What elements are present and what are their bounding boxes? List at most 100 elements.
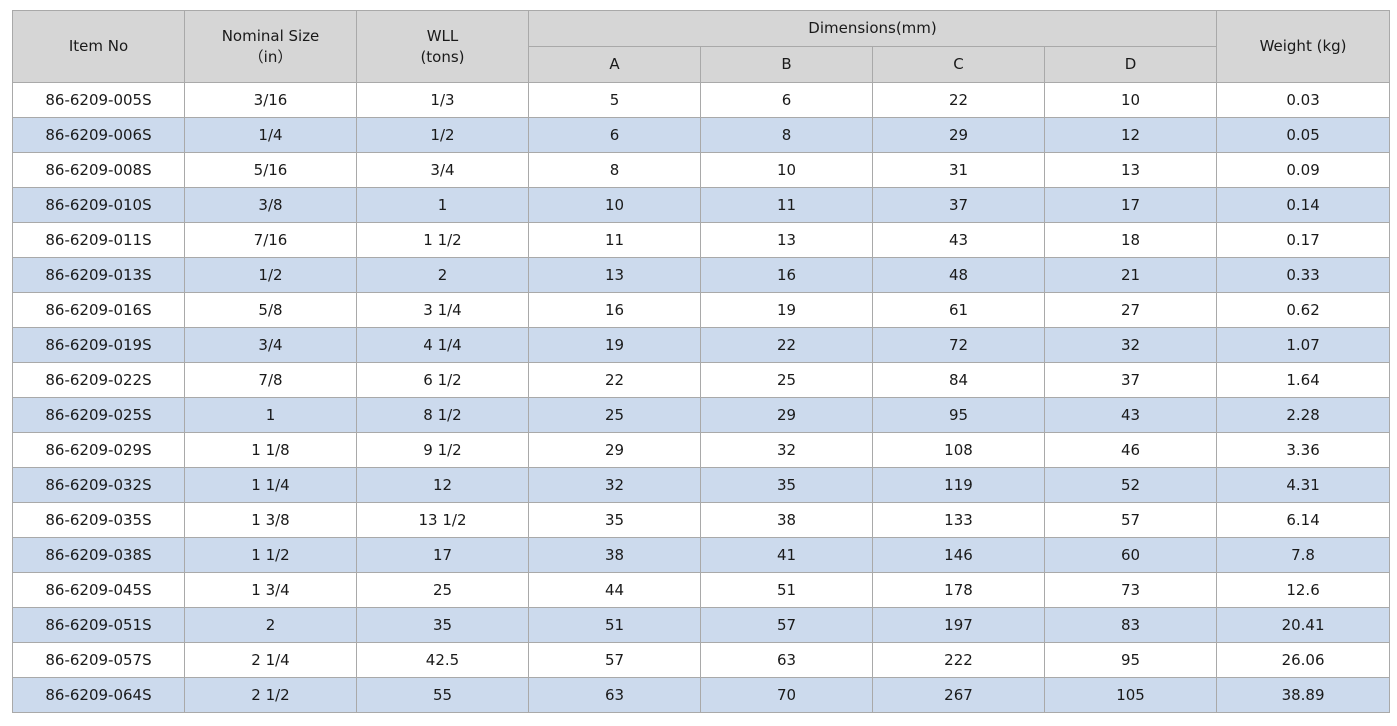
table-header: Item No Nominal Size （in） WLL (tons) Dim… [12, 10, 1391, 83]
cell-dim-c: 22 [872, 82, 1045, 118]
cell-item-no: 86-6209-011S [12, 222, 185, 258]
cell-wll: 2 [356, 257, 529, 293]
cell-dim-d: 10 [1043, 82, 1218, 118]
cell-dim-a: 5 [528, 82, 701, 118]
cell-dim-d: 17 [1043, 187, 1218, 223]
cell-nominal-size: 3/4 [184, 327, 357, 363]
table-body: 86-6209-005S 3/16 1/3 5 6 22 10 0.03 86-6209-006… [12, 82, 1391, 713]
cell-item-no: 86-6209-032S [12, 467, 185, 503]
cell-item-no: 86-6209-064S [12, 677, 185, 713]
cell-weight: 0.17 [1216, 222, 1391, 258]
table-row: 86-6209-032S 1 1/4 12 32 35 119 52 4.31 [12, 467, 1391, 503]
cell-nominal-size: 1 1/4 [184, 467, 357, 503]
cell-dim-a: 25 [528, 397, 701, 433]
cell-wll: 55 [356, 677, 529, 713]
cell-dim-d: 13 [1043, 152, 1218, 188]
table-row: 86-6209-045S 1 3/4 25 44 51 178 73 12.6 [12, 572, 1391, 608]
cell-weight: 12.6 [1216, 572, 1391, 608]
cell-dim-d: 83 [1043, 607, 1218, 643]
table-row: 86-6209-022S 7/8 6 1/2 22 25 84 37 1.64 [12, 362, 1391, 398]
cell-dim-c: 267 [872, 677, 1045, 713]
cell-nominal-size: 5/8 [184, 292, 357, 328]
cell-weight: 0.14 [1216, 187, 1391, 223]
cell-wll: 1 1/2 [356, 222, 529, 258]
cell-item-no: 86-6209-022S [12, 362, 185, 398]
cell-dim-c: 61 [872, 292, 1045, 328]
cell-nominal-size: 7/8 [184, 362, 357, 398]
cell-dim-d: 32 [1043, 327, 1218, 363]
cell-dim-c: 197 [872, 607, 1045, 643]
cell-wll: 6 1/2 [356, 362, 529, 398]
cell-dim-a: 16 [528, 292, 701, 328]
header-dimensions: Dimensions(mm) [527, 10, 1218, 47]
cell-dim-d: 37 [1043, 362, 1218, 398]
cell-dim-c: 119 [872, 467, 1045, 503]
cell-wll: 1/2 [356, 117, 529, 153]
cell-weight: 1.64 [1216, 362, 1391, 398]
cell-dim-c: 146 [872, 537, 1045, 573]
cell-nominal-size: 1 3/8 [184, 502, 357, 538]
cell-dim-a: 22 [528, 362, 701, 398]
header-dim-d: D [1043, 46, 1218, 83]
cell-dim-c: 108 [872, 432, 1045, 468]
cell-dim-b: 25 [700, 362, 873, 398]
cell-nominal-size: 2 1/4 [184, 642, 357, 678]
cell-nominal-size: 7/16 [184, 222, 357, 258]
cell-wll: 12 [356, 467, 529, 503]
cell-wll: 1/3 [356, 82, 529, 118]
cell-nominal-size: 1 1/2 [184, 537, 357, 573]
cell-item-no: 86-6209-057S [12, 642, 185, 678]
cell-wll: 3 1/4 [356, 292, 529, 328]
table-row: 86-6209-019S 3/4 4 1/4 19 22 72 32 1.07 [12, 327, 1391, 363]
cell-weight: 0.33 [1216, 257, 1391, 293]
header-weight: Weight (kg) [1216, 10, 1391, 83]
cell-dim-c: 31 [872, 152, 1045, 188]
cell-dim-b: 22 [700, 327, 873, 363]
cell-dim-b: 10 [700, 152, 873, 188]
cell-dim-b: 6 [700, 82, 873, 118]
cell-dim-c: 95 [872, 397, 1045, 433]
cell-dim-b: 29 [700, 397, 873, 433]
cell-dim-d: 18 [1043, 222, 1218, 258]
cell-item-no: 86-6209-038S [12, 537, 185, 573]
cell-dim-a: 57 [528, 642, 701, 678]
table-row: 86-6209-057S 2 1/4 42.5 57 63 222 95 26.06 [12, 642, 1391, 678]
cell-wll: 1 [356, 187, 529, 223]
cell-item-no: 86-6209-013S [12, 257, 185, 293]
cell-item-no: 86-6209-008S [12, 152, 185, 188]
table-row: 86-6209-011S 7/16 1 1/2 11 13 43 18 0.17 [12, 222, 1391, 258]
cell-dim-a: 11 [528, 222, 701, 258]
cell-dim-b: 19 [700, 292, 873, 328]
cell-wll: 3/4 [356, 152, 529, 188]
cell-dim-d: 95 [1043, 642, 1218, 678]
table-row: 86-6209-005S 3/16 1/3 5 6 22 10 0.03 [12, 82, 1391, 118]
cell-item-no: 86-6209-051S [12, 607, 185, 643]
spec-table: Item No Nominal Size （in） WLL (tons) Dim… [12, 10, 1391, 713]
cell-item-no: 86-6209-035S [12, 502, 185, 538]
cell-weight: 0.62 [1216, 292, 1391, 328]
table-row: 86-6209-025S 1 8 1/2 25 29 95 43 2.28 [12, 397, 1391, 433]
header-wll: WLL (tons) [356, 10, 529, 83]
cell-nominal-size: 1/2 [184, 257, 357, 293]
table-row: 86-6209-016S 5/8 3 1/4 16 19 61 27 0.62 [12, 292, 1391, 328]
cell-dim-a: 35 [528, 502, 701, 538]
cell-wll: 17 [356, 537, 529, 573]
cell-wll: 8 1/2 [356, 397, 529, 433]
cell-dim-b: 35 [700, 467, 873, 503]
cell-wll: 13 1/2 [356, 502, 529, 538]
cell-dim-b: 13 [700, 222, 873, 258]
cell-dim-d: 27 [1043, 292, 1218, 328]
header-nominal-size: Nominal Size （in） [184, 10, 357, 83]
cell-item-no: 86-6209-019S [12, 327, 185, 363]
cell-weight: 3.36 [1216, 432, 1391, 468]
cell-dim-b: 38 [700, 502, 873, 538]
cell-item-no: 86-6209-010S [12, 187, 185, 223]
cell-nominal-size: 2 [184, 607, 357, 643]
cell-item-no: 86-6209-016S [12, 292, 185, 328]
header-dim-b: B [700, 46, 873, 83]
cell-dim-c: 178 [872, 572, 1045, 608]
cell-dim-a: 63 [528, 677, 701, 713]
header-wll-label: WLL [426, 26, 459, 45]
table-row: 86-6209-006S 1/4 1/2 6 8 29 12 0.05 [12, 117, 1391, 153]
header-dim-a: A [528, 46, 701, 83]
